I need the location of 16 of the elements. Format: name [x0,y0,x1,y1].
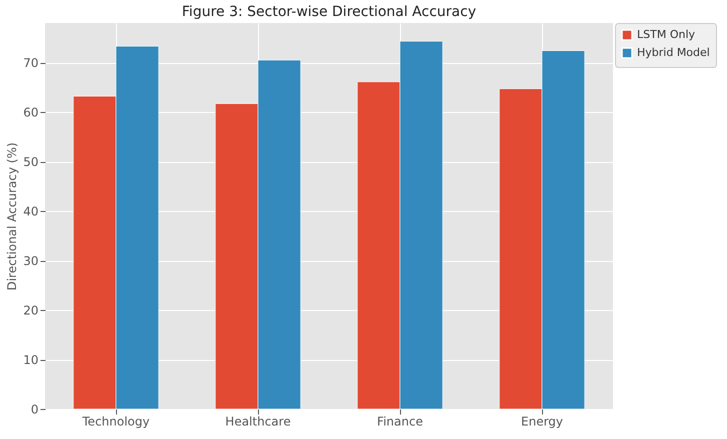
x-tick-label: Technology [81,414,150,428]
y-tick-label: 70 [23,56,38,70]
x-tick-label: Energy [520,414,564,428]
x-tick-label: Healthcare [225,414,291,428]
y-tick-label: 20 [23,304,38,318]
y-axis-title: Directional Accuracy (%) [5,142,20,291]
y-tick-label: 30 [23,254,38,268]
x-tick-label: Finance [377,414,423,428]
y-tick-label: 60 [23,106,38,120]
chart-title: Figure 3: Sector-wise Directional Accuracy [182,4,476,20]
legend-label: Hybrid Model [637,46,710,59]
legend-label: LSTM Only [637,28,696,41]
y-tick-label: 10 [23,353,38,368]
y-tick-label: 0 [30,402,38,416]
y-tick-label: 50 [23,155,38,170]
y-tick-label: 40 [23,204,38,219]
